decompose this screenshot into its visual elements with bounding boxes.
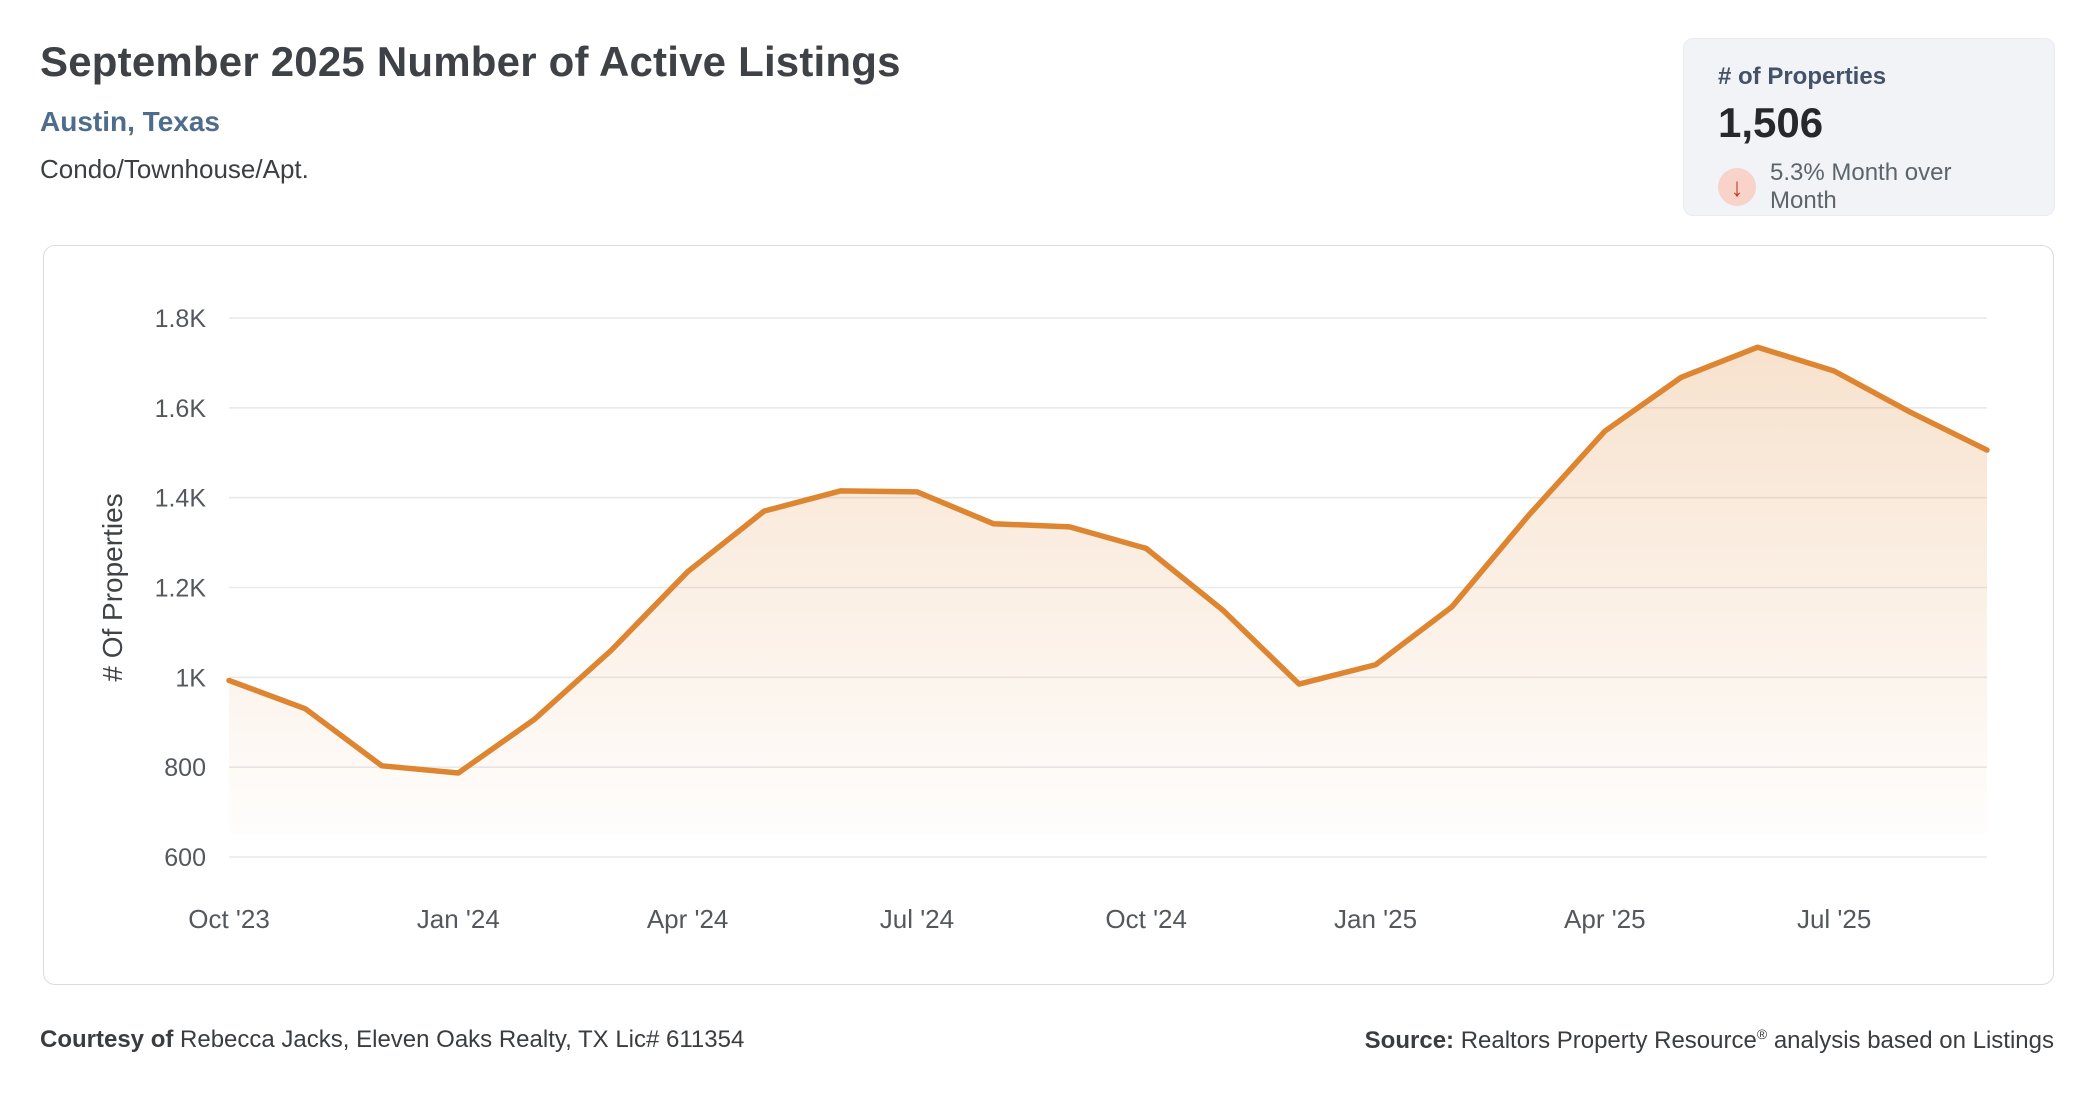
x-tick-label: Oct '23 (188, 904, 270, 934)
down-arrow-icon: ↓ (1718, 168, 1756, 206)
y-tick-label: 800 (164, 754, 206, 782)
stat-change-text: 5.3% Month over Month (1770, 159, 1952, 214)
series-line (226, 344, 1990, 776)
x-tick-label: Jan '24 (417, 904, 500, 934)
x-tick-label: Apr '24 (647, 904, 729, 934)
page-location: Austin, Texas (40, 106, 220, 137)
stat-value: 1,506 (1718, 99, 1824, 146)
source-label: Source: (1364, 1027, 1455, 1054)
y-tick-label: 1.6K (155, 395, 207, 423)
registered-mark: ® (1756, 1026, 1768, 1042)
source-text: Source: Realtors Property Resource® anal… (1365, 1026, 2054, 1055)
chart-card: 1.8K 1.6K 1.4K 1.2K 1K 800 600 Oct '23 Jan '24 Ap… (43, 245, 2054, 985)
courtesy-label: Courtesy of (40, 1026, 174, 1053)
y-tick-label: 1K (175, 664, 206, 692)
property-type-subtitle: Condo/Townhouse/Apt. (40, 154, 309, 184)
y-tick-label: 1.4K (155, 485, 207, 513)
series-area-fill (229, 347, 1987, 834)
x-tick-label: Jul '25 (1797, 904, 1871, 934)
source-suffix: analysis based on Listings (1767, 1027, 2054, 1054)
x-tick-label: Jul '24 (880, 904, 954, 934)
y-tick-label: 1.8K (155, 305, 207, 333)
x-tick-label: Oct '24 (1105, 904, 1187, 934)
courtesy-text: Courtesy of Rebecca Jacks, Eleven Oaks R… (40, 1026, 744, 1054)
stat-label: # of Properties (1718, 63, 1887, 90)
stat-change-row: ↓ 5.3% Month over Month (1718, 159, 2020, 215)
x-tick-label: Apr '25 (1564, 904, 1646, 934)
active-listings-area-chart[interactable]: 1.8K 1.6K 1.4K 1.2K 1K 800 600 Oct '23 Jan '24 Ap… (44, 246, 2052, 983)
properties-stat-card: # of Properties 1,506 ↓ 5.3% Month over … (1683, 38, 2055, 216)
courtesy-value: Rebecca Jacks, Eleven Oaks Realty, TX Li… (173, 1026, 745, 1053)
page-title: September 2025 Number of Active Listings (40, 38, 901, 85)
source-name: Realtors Property Resource (1454, 1027, 1757, 1054)
y-axis-title: # Of Properties (97, 493, 128, 681)
y-tick-label: 600 (164, 844, 206, 872)
x-tick-label: Jan '25 (1334, 904, 1417, 934)
y-tick-label: 1.2K (155, 575, 207, 603)
